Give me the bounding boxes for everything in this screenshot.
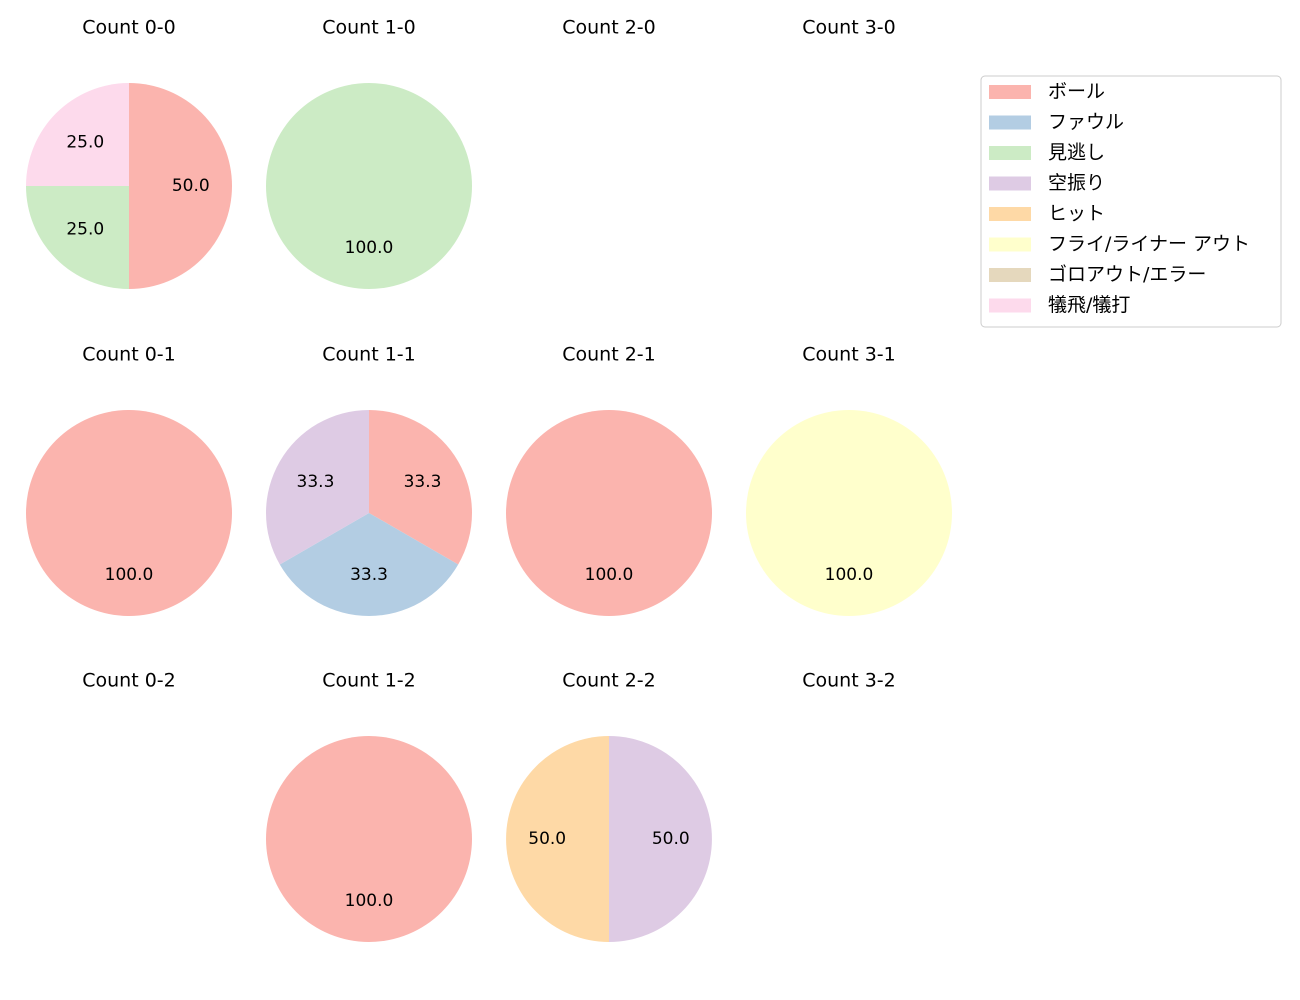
slice-label: 100.0 [345, 891, 394, 911]
pie-slice [369, 410, 472, 565]
panel-title: Count 3-2 [802, 670, 896, 692]
pie-slice [506, 410, 712, 616]
pie-panel: Count 1-1 33.3 33.3 33.3 [266, 344, 472, 616]
pie-slice [26, 83, 129, 186]
slice-label: 100.0 [825, 565, 874, 585]
legend-swatch [989, 115, 1031, 130]
slice-label: 25.0 [66, 132, 104, 152]
pie-slice [506, 736, 609, 942]
panel-title: Count 0-0 [82, 17, 176, 39]
pie-panel: Count 3-0 [802, 17, 896, 39]
legend-label: 見逃し [1048, 142, 1105, 164]
pie-slice [279, 513, 459, 616]
panel-title: Count 1-1 [322, 344, 416, 366]
legend-label: 空振り [1048, 172, 1105, 194]
slice-label: 50.0 [528, 829, 566, 849]
panel-title: Count 2-2 [562, 670, 656, 692]
legend-label: 犠飛/犠打 [1048, 294, 1130, 316]
panel-title: Count 1-2 [322, 670, 416, 692]
pie-slice [609, 736, 712, 942]
slice-label: 50.0 [652, 829, 690, 849]
pie-slice [129, 83, 232, 289]
pie-panel: Count 1-0 100.0 [266, 17, 472, 289]
panel-title: Count 3-1 [802, 344, 896, 366]
pie-panel: Count 2-1 100.0 [506, 344, 712, 616]
pie-panel: Count 3-2 [802, 670, 896, 692]
pie-panel: Count 0-0 50.0 25.0 25.0 [26, 17, 232, 289]
slice-label: 33.3 [350, 565, 388, 585]
slice-label: 100.0 [585, 565, 634, 585]
legend-swatch [989, 237, 1031, 252]
pie-panel: Count 2-0 [562, 17, 656, 39]
panel-title: Count 0-1 [82, 344, 176, 366]
slice-label: 33.3 [404, 472, 442, 492]
legend-swatch [989, 207, 1031, 221]
legend-label: ボール [1048, 81, 1105, 103]
slice-label: 50.0 [172, 176, 210, 196]
pie-slice [746, 410, 952, 616]
pie-panel: Count 0-1 100.0 [26, 344, 232, 616]
legend-swatch [989, 268, 1031, 282]
panel-title: Count 0-2 [82, 670, 176, 692]
pie-slice [266, 83, 472, 289]
legend-swatch [989, 85, 1031, 99]
pie-slice [26, 410, 232, 616]
legend-label: ゴロアウト/エラー [1048, 264, 1206, 286]
pie-slice [266, 736, 472, 942]
panel-title: Count 3-0 [802, 17, 896, 39]
legend-label: フライ/ライナー アウト [1048, 233, 1250, 255]
legend-swatch [989, 298, 1031, 313]
pie-panel: Count 0-2 [82, 670, 176, 692]
slice-label: 25.0 [66, 220, 104, 240]
panel-title: Count 2-0 [562, 17, 656, 39]
pie-panel: Count 3-1 100.0 [746, 344, 952, 616]
slice-label: 33.3 [297, 472, 335, 492]
slice-label: 100.0 [345, 238, 394, 258]
legend-swatch [989, 146, 1031, 160]
legend-box [980, 75, 1282, 328]
pie-panel: Count 1-2 100.0 [266, 670, 472, 942]
pie-panel: Count 2-2 50.0 50.0 [506, 670, 712, 942]
legend-label: ファウル [1048, 111, 1124, 133]
slice-label: 100.0 [105, 565, 154, 585]
pie-slice [266, 410, 369, 565]
pie-slice [26, 186, 129, 289]
panel-title: Count 2-1 [562, 344, 656, 366]
legend-label: ヒット [1048, 203, 1105, 225]
panel-title: Count 1-0 [322, 17, 416, 39]
legend-swatch [989, 176, 1031, 191]
